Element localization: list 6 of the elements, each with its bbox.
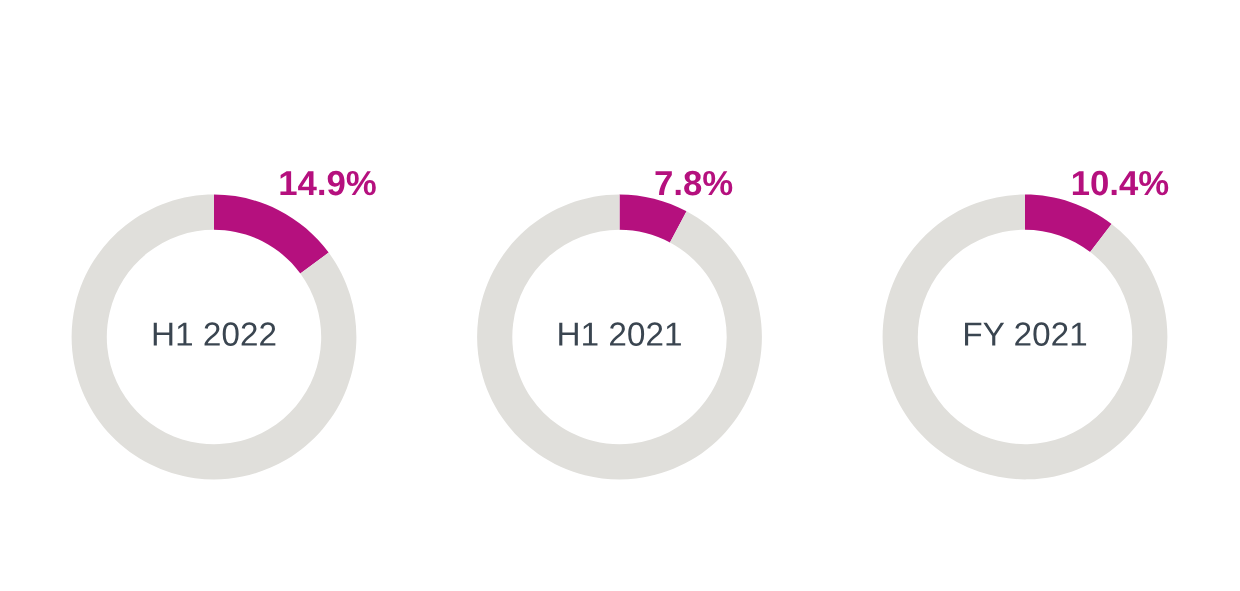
data-label: 14.9% xyxy=(280,170,376,196)
data-label: 7.8% xyxy=(655,170,733,196)
data-label: 10.4% xyxy=(1072,170,1169,196)
text: H1 2021 xyxy=(559,322,681,346)
text: FY 2021 xyxy=(965,322,1087,346)
text: H1 2022 xyxy=(153,322,276,346)
